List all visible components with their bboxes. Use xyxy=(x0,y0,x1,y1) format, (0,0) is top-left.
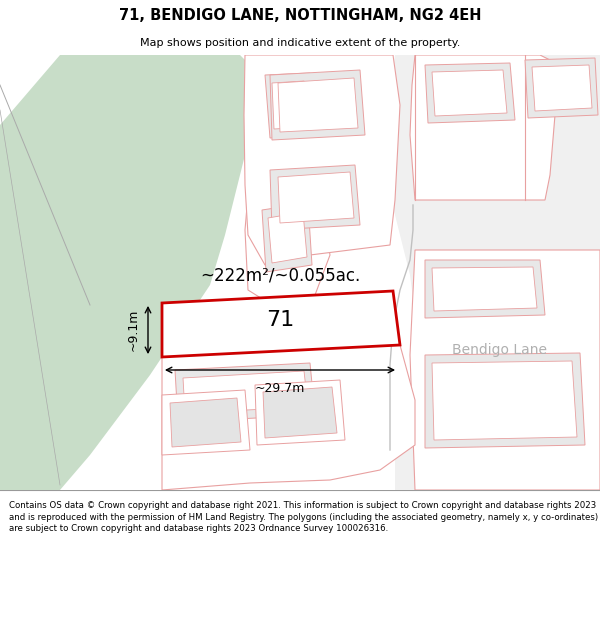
Text: 71, BENDIGO LANE, NOTTINGHAM, NG2 4EH: 71, BENDIGO LANE, NOTTINGHAM, NG2 4EH xyxy=(119,8,481,23)
Polygon shape xyxy=(425,63,515,123)
Polygon shape xyxy=(268,212,307,263)
Polygon shape xyxy=(270,165,360,230)
Polygon shape xyxy=(278,78,358,132)
Polygon shape xyxy=(265,73,315,138)
Polygon shape xyxy=(245,55,330,195)
Polygon shape xyxy=(162,390,250,455)
Polygon shape xyxy=(170,398,241,447)
Polygon shape xyxy=(162,345,415,490)
Polygon shape xyxy=(410,250,600,490)
Polygon shape xyxy=(272,81,308,129)
Polygon shape xyxy=(262,203,312,272)
Text: ~29.7m: ~29.7m xyxy=(255,382,305,395)
Text: Bendigo Lane: Bendigo Lane xyxy=(452,343,548,357)
Polygon shape xyxy=(183,371,308,413)
Text: ~9.1m: ~9.1m xyxy=(127,309,140,351)
Polygon shape xyxy=(425,353,585,448)
Polygon shape xyxy=(244,55,400,265)
Polygon shape xyxy=(255,380,345,445)
Polygon shape xyxy=(432,267,537,311)
Polygon shape xyxy=(532,65,592,111)
Text: Map shows position and indicative extent of the property.: Map shows position and indicative extent… xyxy=(140,38,460,48)
Text: ~222m²/~0.055ac.: ~222m²/~0.055ac. xyxy=(200,266,360,284)
Polygon shape xyxy=(425,260,545,318)
Polygon shape xyxy=(278,172,354,223)
Polygon shape xyxy=(175,363,315,422)
Polygon shape xyxy=(432,70,507,116)
Polygon shape xyxy=(410,55,555,200)
Polygon shape xyxy=(388,55,600,490)
Polygon shape xyxy=(263,387,337,438)
Text: 71: 71 xyxy=(266,310,294,330)
Polygon shape xyxy=(0,55,265,490)
Polygon shape xyxy=(432,361,577,440)
Polygon shape xyxy=(270,70,365,140)
Polygon shape xyxy=(162,291,400,357)
Polygon shape xyxy=(245,185,330,310)
Polygon shape xyxy=(525,58,598,118)
Text: Contains OS data © Crown copyright and database right 2021. This information is : Contains OS data © Crown copyright and d… xyxy=(9,501,598,533)
